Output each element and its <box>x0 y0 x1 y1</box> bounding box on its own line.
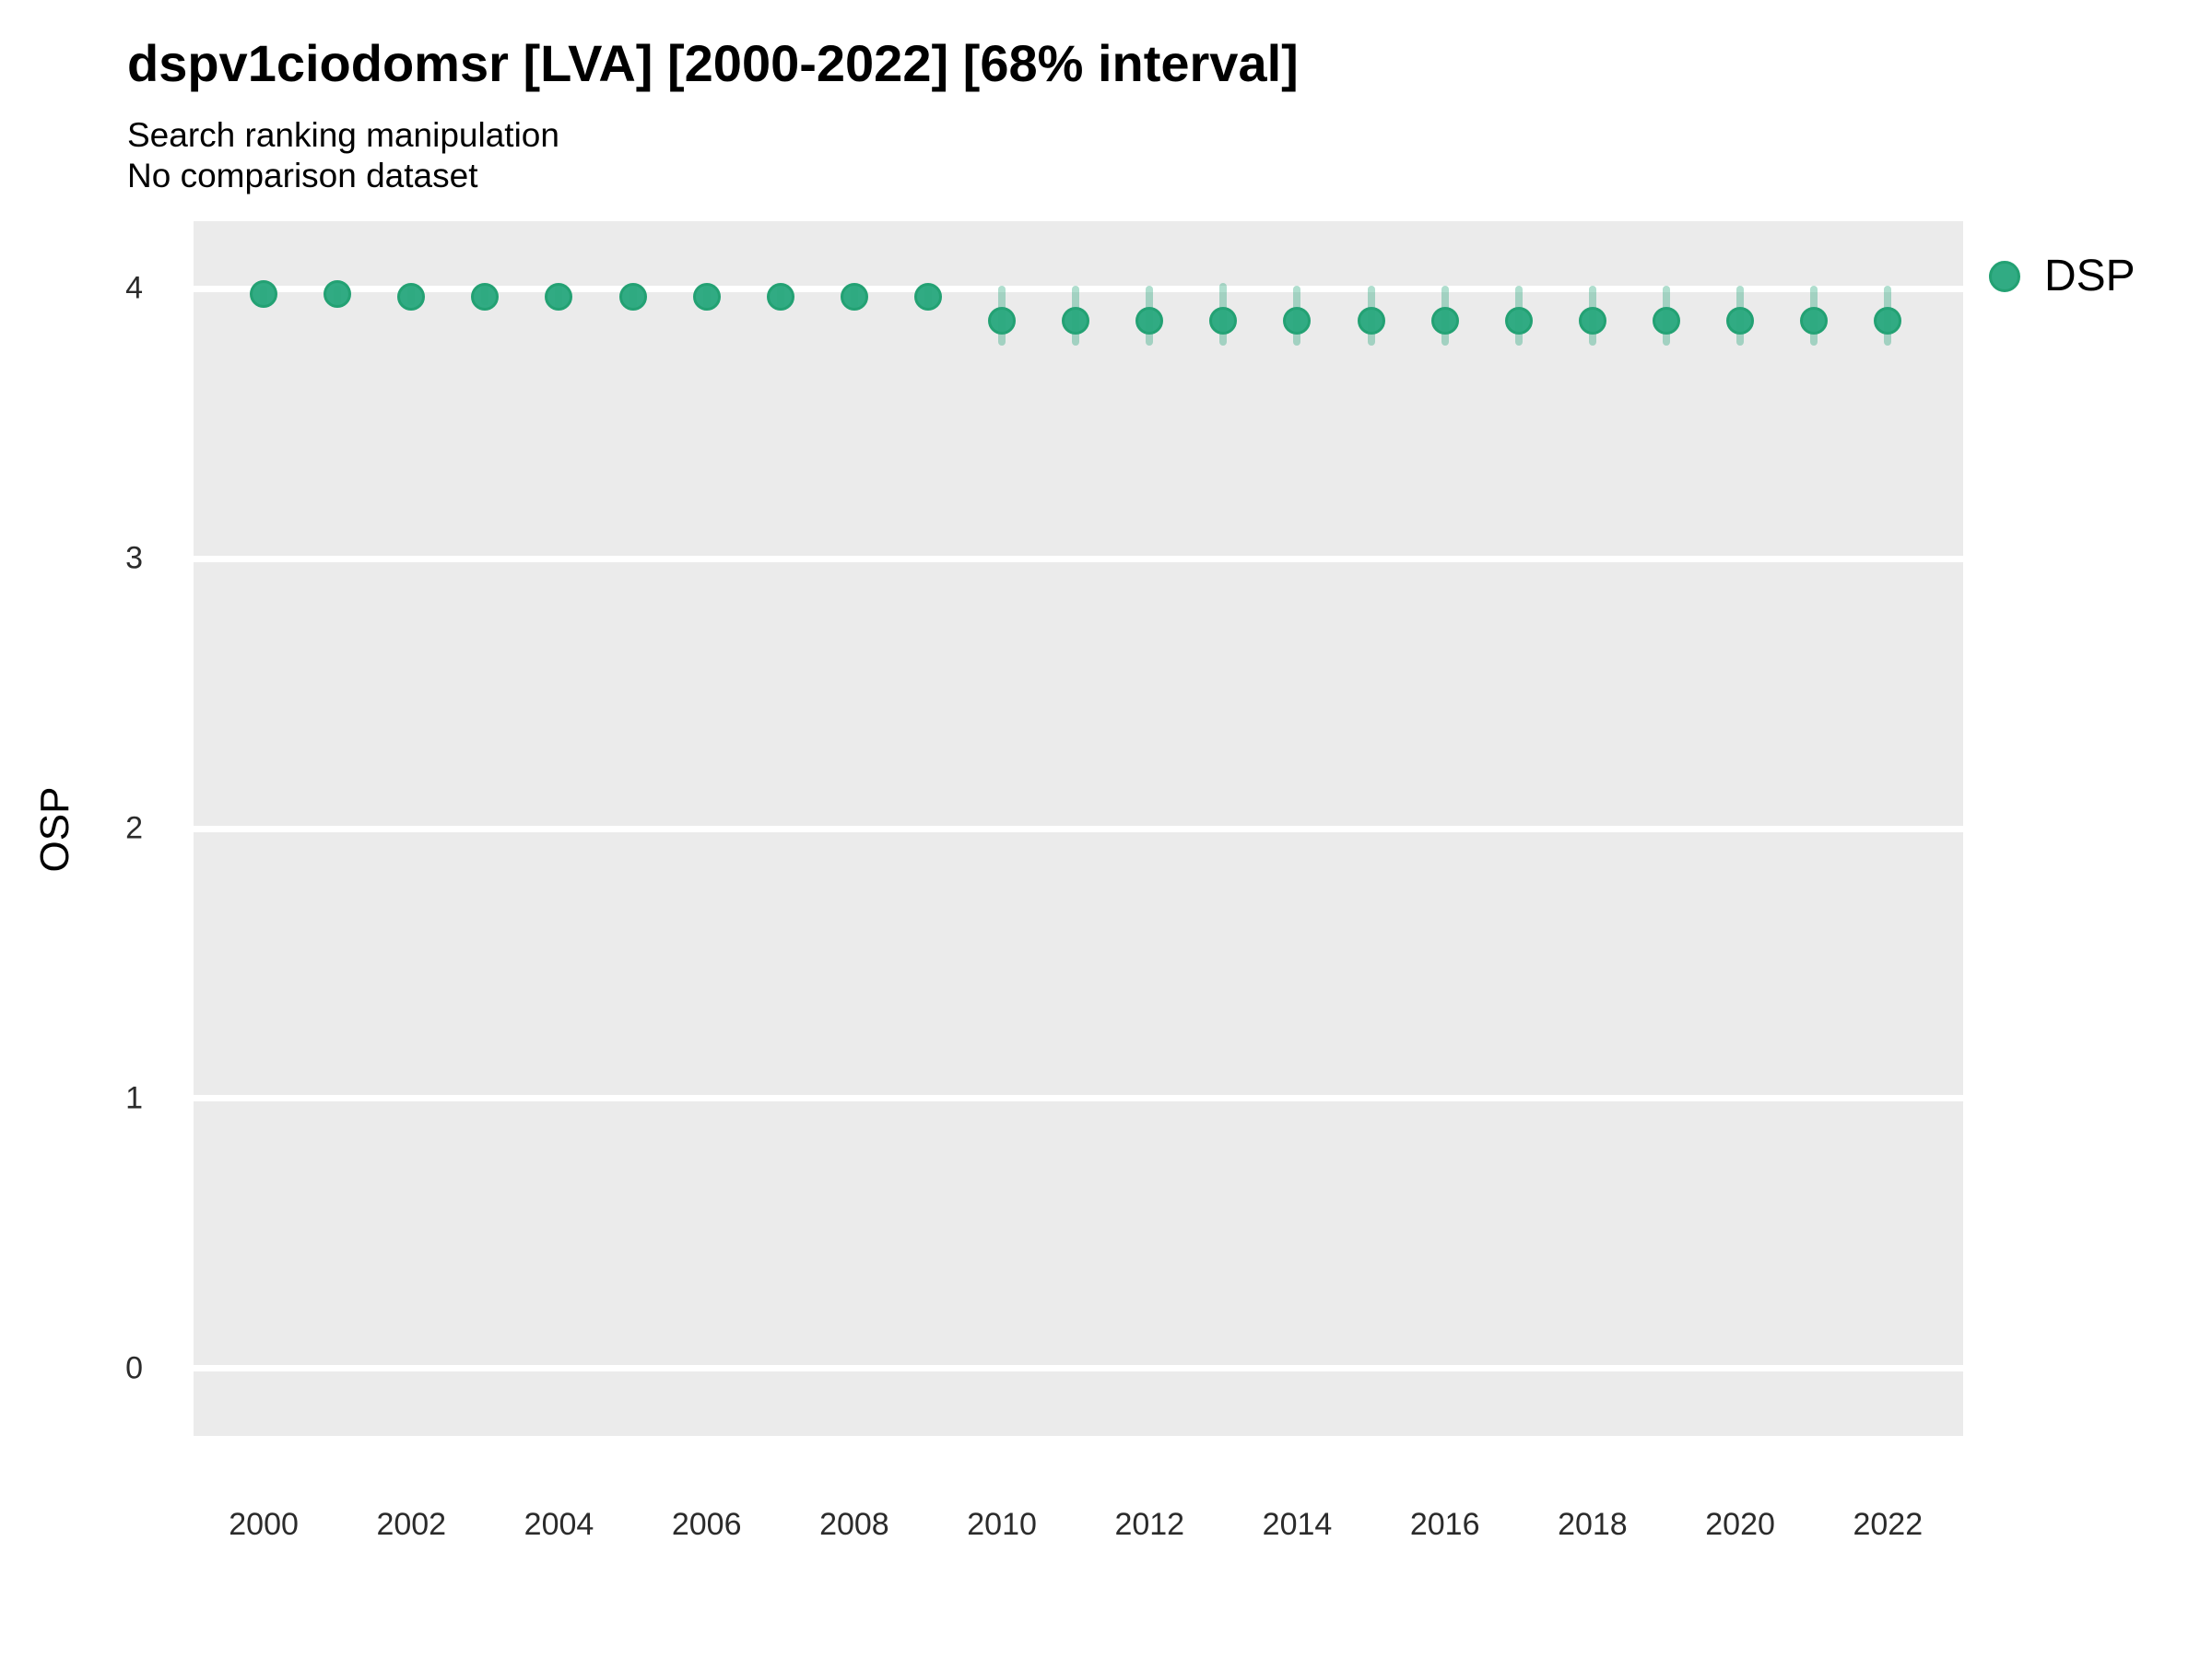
data-point-2003 <box>471 283 500 311</box>
interval-bar-2022 <box>1884 286 1892 346</box>
interval-bar-2000 <box>260 286 268 305</box>
data-point-2017 <box>1504 307 1533 335</box>
legend: DSP <box>1989 254 2136 299</box>
gridline-y-4 <box>194 285 1963 292</box>
interval-bar-2015 <box>1367 286 1375 346</box>
y-tick-label-1: 1 <box>125 1080 143 1116</box>
data-point-2014 <box>1283 307 1312 335</box>
interval-bar-2012 <box>1146 286 1154 346</box>
y-tick-label-3: 3 <box>125 540 143 576</box>
gridline-y-1 <box>194 1095 1963 1102</box>
interval-bar-2002 <box>407 286 416 305</box>
interval-bar-2014 <box>1293 286 1301 346</box>
data-point-2018 <box>1578 307 1606 335</box>
interval-bar-2011 <box>1072 286 1080 346</box>
x-tick-label-2008: 2008 <box>819 1507 889 1542</box>
interval-bar-2016 <box>1441 286 1449 346</box>
x-tick-label-2004: 2004 <box>524 1507 594 1542</box>
chart-subtitle: Search ranking manipulation <box>127 116 559 154</box>
data-point-2019 <box>1652 307 1680 335</box>
data-point-2013 <box>1209 307 1238 335</box>
interval-bar-2008 <box>850 286 858 308</box>
interval-bar-2017 <box>1514 286 1523 346</box>
data-point-2012 <box>1135 307 1164 335</box>
x-tick-label-2000: 2000 <box>229 1507 299 1542</box>
data-point-2008 <box>840 283 868 311</box>
gridline-y-0 <box>194 1365 1963 1372</box>
y-tick-label-2: 2 <box>125 810 143 846</box>
data-point-2011 <box>1062 307 1090 335</box>
x-tick-label-2014: 2014 <box>1262 1507 1333 1542</box>
data-point-2020 <box>1726 307 1755 335</box>
data-point-2022 <box>1874 307 1902 335</box>
x-tick-label-2010: 2010 <box>967 1507 1037 1542</box>
interval-bar-2013 <box>1219 283 1228 346</box>
interval-bar-2005 <box>629 286 637 308</box>
data-point-2000 <box>250 280 278 309</box>
interval-bar-2006 <box>702 286 711 308</box>
interval-bar-2009 <box>924 286 932 308</box>
y-tick-label-0: 0 <box>125 1350 143 1386</box>
data-point-2002 <box>397 283 426 311</box>
data-point-2016 <box>1430 307 1459 335</box>
interval-bar-2007 <box>776 286 784 308</box>
data-point-2009 <box>913 283 942 311</box>
data-point-2007 <box>766 283 794 311</box>
data-point-2015 <box>1357 307 1385 335</box>
interval-bar-2020 <box>1736 286 1745 346</box>
x-tick-label-2016: 2016 <box>1409 1507 1480 1542</box>
x-tick-label-2018: 2018 <box>1558 1507 1628 1542</box>
interval-bar-2001 <box>334 286 342 305</box>
y-tick-label-4: 4 <box>125 270 143 306</box>
x-tick-label-2006: 2006 <box>671 1507 742 1542</box>
interval-bar-2010 <box>998 286 1006 346</box>
interval-bar-2003 <box>481 286 489 305</box>
chart-note: No comparison dataset <box>127 157 478 194</box>
x-tick-label-2022: 2022 <box>1853 1507 1924 1542</box>
interval-bar-2019 <box>1662 286 1670 346</box>
interval-bar-2004 <box>555 286 563 308</box>
data-point-2005 <box>618 283 647 311</box>
legend-swatch-dsp <box>1989 261 2020 292</box>
x-tick-label-2002: 2002 <box>376 1507 447 1542</box>
data-point-2006 <box>692 283 721 311</box>
data-point-2021 <box>1800 307 1829 335</box>
interval-bar-2018 <box>1588 286 1596 346</box>
data-point-2004 <box>545 283 573 311</box>
x-tick-label-2012: 2012 <box>1114 1507 1185 1542</box>
interval-bar-2021 <box>1810 286 1818 346</box>
x-tick-label-2020: 2020 <box>1705 1507 1775 1542</box>
plot-panel <box>194 221 1963 1436</box>
legend-label-dsp: DSP <box>2044 252 2136 300</box>
data-point-2001 <box>324 280 352 309</box>
data-point-2010 <box>988 307 1017 335</box>
gridline-y-2 <box>194 825 1963 832</box>
gridline-y-3 <box>194 555 1963 562</box>
chart-title: dspv1ciodomsr [LVA] [2000-2022] [68% int… <box>127 34 1299 92</box>
